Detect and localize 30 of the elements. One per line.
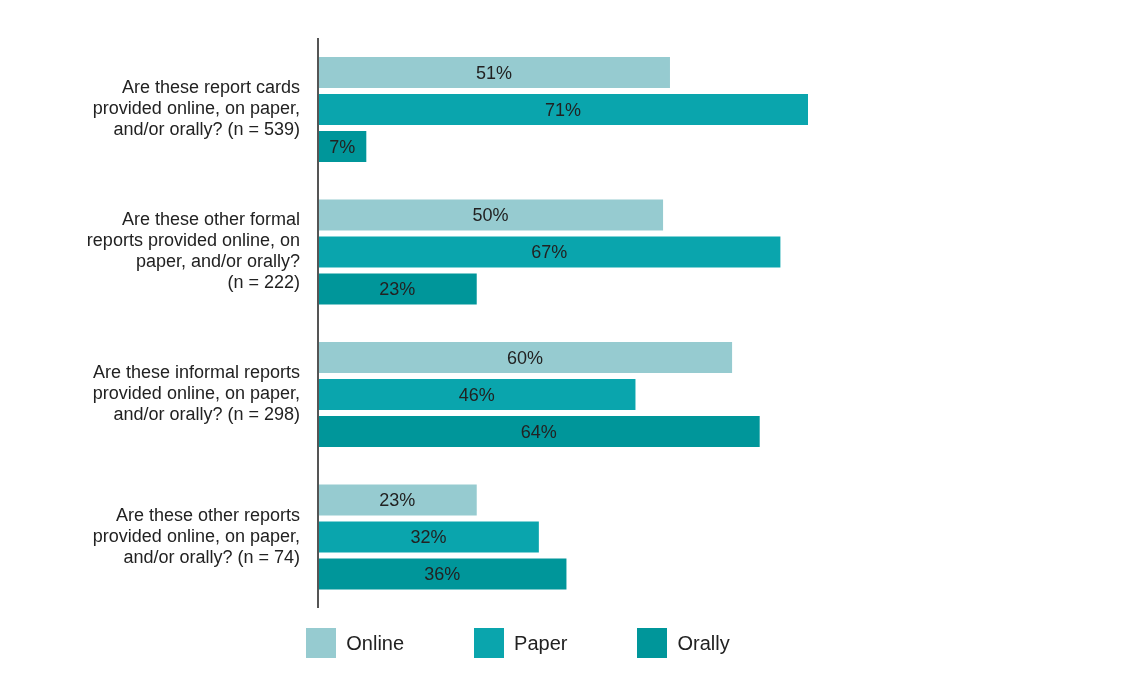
y-tick-label: Are these report cards provided online, on paper, and/or orally? (n = 539) xyxy=(92,77,300,139)
data-label: 32% xyxy=(410,527,447,547)
bar xyxy=(318,273,477,305)
bar xyxy=(318,342,733,373)
legend-label: Orally xyxy=(677,631,730,655)
y-tick-label: Are these informal reports provided online, on paper, and/or orally? (n = 298) xyxy=(92,362,300,424)
data-label: 71% xyxy=(544,99,582,120)
data-label: 7% xyxy=(329,136,356,157)
data-label: 51% xyxy=(475,62,512,83)
data-label: 23% xyxy=(379,279,416,299)
bar xyxy=(318,484,477,516)
bar xyxy=(318,57,670,88)
data-label: 46% xyxy=(458,384,495,405)
bar xyxy=(318,94,808,125)
legend-label: Paper xyxy=(514,631,568,655)
bar xyxy=(318,199,664,231)
bar xyxy=(318,236,781,268)
data-label: 36% xyxy=(424,564,461,584)
bar xyxy=(318,379,636,410)
y-tick-label: Are these other reports provided online, on paper, and/or orally? (n = 74) xyxy=(92,504,300,567)
bar xyxy=(318,558,567,590)
y-tick-label: Are these other formal reports provided online, on paper, and/or orally? (n = 222) xyxy=(86,209,300,292)
data-label: 23% xyxy=(379,490,416,510)
data-label: 50% xyxy=(472,205,509,225)
legend-label: Online xyxy=(346,631,405,655)
data-label: 60% xyxy=(507,347,544,368)
bar xyxy=(318,416,760,447)
data-label: 67% xyxy=(531,242,568,262)
data-label: 64% xyxy=(520,421,557,442)
bar xyxy=(318,521,539,553)
